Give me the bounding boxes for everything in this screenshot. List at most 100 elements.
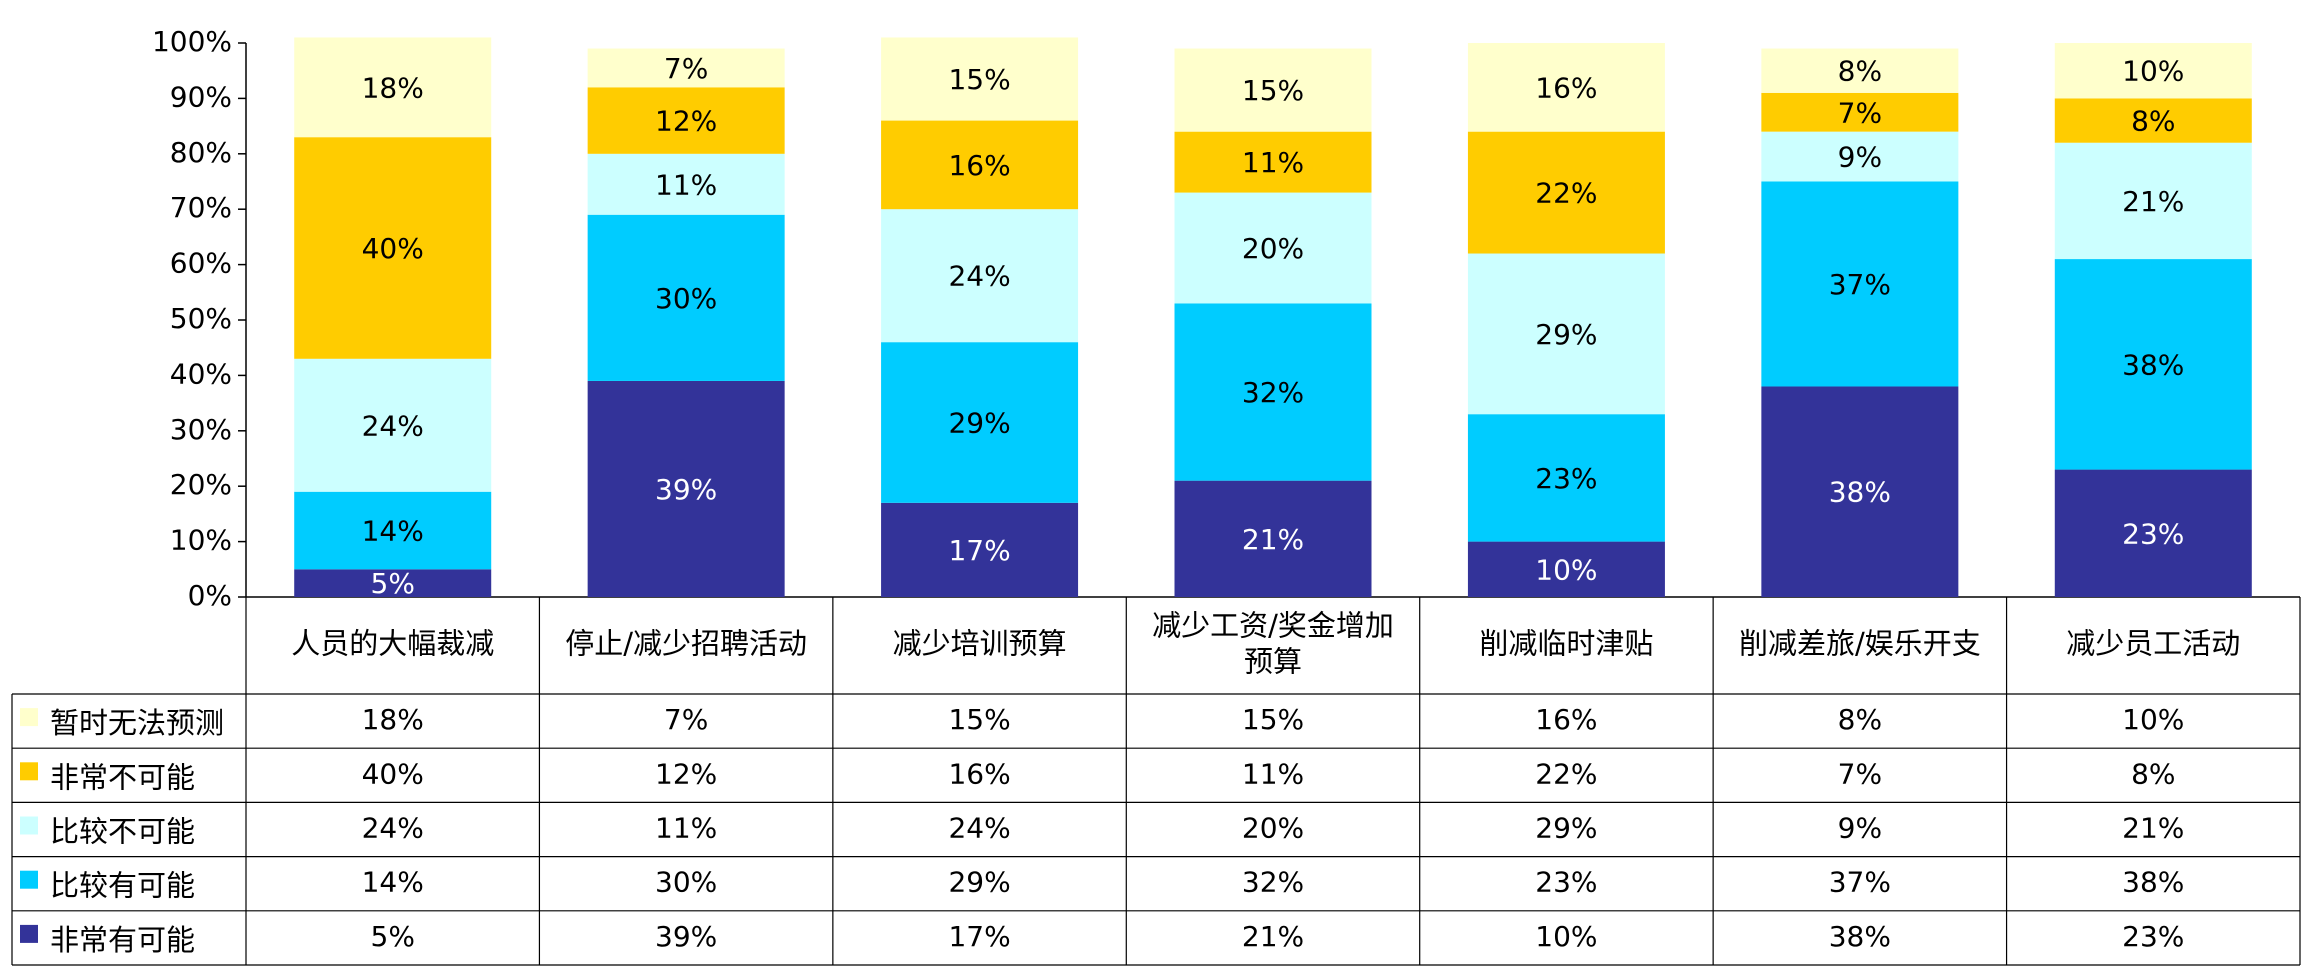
bar-segment <box>1761 48 1959 93</box>
bar-segment <box>1761 386 1959 597</box>
bar-data-label: 8% <box>1838 55 1882 88</box>
table-cell-value: 5% <box>371 920 415 953</box>
y-tick-label: 70% <box>170 191 232 224</box>
table-cell-value: 16% <box>1535 703 1597 736</box>
table-cell-value: 15% <box>1242 703 1304 736</box>
category-label: 削减临时津贴 <box>1479 627 1653 661</box>
table-cell-value: 20% <box>1242 812 1304 845</box>
table-cell-value: 16% <box>948 757 1010 790</box>
bar-segment <box>2054 469 2252 597</box>
bar-segment <box>881 37 1079 121</box>
table-cell-value: 23% <box>2122 920 2184 953</box>
bar-data-label: 22% <box>1535 177 1597 210</box>
bar-data-label: 5% <box>371 567 415 600</box>
bar-data-label: 7% <box>664 52 708 85</box>
table-cell-value: 10% <box>2122 703 2184 736</box>
bar-data-label: 15% <box>948 63 1010 96</box>
bar-segment <box>1174 192 1372 304</box>
bar-segment <box>294 358 492 492</box>
y-tick-label: 30% <box>170 413 232 446</box>
legend-label: 暂时无法预测 <box>50 706 224 740</box>
table-cell-value: 11% <box>1242 757 1304 790</box>
table-cell-value: 24% <box>362 812 424 845</box>
bar-segment <box>1761 92 1959 132</box>
table-cell-value: 23% <box>1535 866 1597 899</box>
bar-data-label: 7% <box>1838 96 1882 129</box>
bar-data-label: 40% <box>362 232 424 265</box>
bar-segment <box>1761 131 1959 182</box>
table-cell-value: 37% <box>1829 866 1891 899</box>
bar-segment <box>1174 480 1372 597</box>
legend-swatch <box>20 708 38 727</box>
bar-segment <box>587 214 785 381</box>
bar-data-label: 11% <box>1242 146 1304 179</box>
table-cell-value: 11% <box>655 812 717 845</box>
bar-data-label: 24% <box>362 409 424 442</box>
bar-segments <box>294 37 2252 597</box>
table-cell-value: 39% <box>655 920 717 953</box>
bar-segment <box>1174 303 1372 481</box>
bar-segment <box>881 502 1079 597</box>
table-cell-value: 21% <box>1242 920 1304 953</box>
legend-swatch <box>20 870 38 889</box>
legend-label: 比较不可能 <box>50 815 195 849</box>
y-tick-label: 40% <box>170 357 232 390</box>
bar-data-label: 9% <box>1838 141 1882 174</box>
table-cell-value: 22% <box>1535 757 1597 790</box>
table-cell-value: 9% <box>1838 812 1882 845</box>
bar-data-label: 29% <box>948 406 1010 439</box>
category-label: 人员的大幅裁减 <box>291 627 494 661</box>
bar-data-label: 37% <box>1829 268 1891 301</box>
bar-data-label: 38% <box>2122 348 2184 381</box>
bar-segment <box>294 37 492 138</box>
y-tick-label: 50% <box>170 302 232 335</box>
bar-data-label: 24% <box>948 260 1010 293</box>
table-cell-value: 7% <box>1838 757 1882 790</box>
legend-label: 比较有可能 <box>50 869 195 903</box>
bar-segment <box>881 342 1079 503</box>
bar-data-label: 10% <box>2122 55 2184 88</box>
chart-text-labels: 0% 10% 20% 30% 40% 50% 60% 70% 80% 90% 100% 5% 14% 24… <box>50 25 2240 957</box>
bar-segment <box>587 87 785 154</box>
bar-segment <box>881 120 1079 210</box>
bar-data-label: 18% <box>362 71 424 104</box>
bar-segment <box>881 209 1079 343</box>
bar-data-label: 23% <box>1535 462 1597 495</box>
bar-data-label: 21% <box>1242 523 1304 556</box>
table-cell-value: 10% <box>1535 920 1597 953</box>
bar-segment <box>294 491 492 570</box>
category-label: 削减差旅/娱乐开支 <box>1739 627 1981 661</box>
category-label: 减少员工活动 <box>2066 627 2240 661</box>
bar-data-label: 29% <box>1535 318 1597 351</box>
bar-data-label: 32% <box>1242 376 1304 409</box>
y-tick-label: 0% <box>188 579 232 612</box>
bar-segment <box>294 569 492 597</box>
y-tick-label: 90% <box>170 80 232 113</box>
category-label: 减少培训预算 <box>893 627 1067 661</box>
y-tick-label: 60% <box>170 247 232 280</box>
bar-data-label: 10% <box>1535 553 1597 586</box>
table-cell-value: 21% <box>2122 812 2184 845</box>
legend-swatch <box>20 816 38 835</box>
bar-segment <box>1467 43 1665 132</box>
y-tick-label: 80% <box>170 136 232 169</box>
table-cell-value: 12% <box>655 757 717 790</box>
category-label: 停止/减少招聘活动 <box>565 627 807 661</box>
bar-segment <box>294 137 492 359</box>
bar-data-label: 21% <box>2122 185 2184 218</box>
bar-segment <box>1467 414 1665 542</box>
table-cell-value: 8% <box>2131 757 2175 790</box>
bar-segment <box>587 153 785 215</box>
table-cell-value: 14% <box>362 866 424 899</box>
bar-data-label: 8% <box>2131 105 2175 138</box>
bar-data-label: 39% <box>655 473 717 506</box>
bar-data-label: 16% <box>948 149 1010 182</box>
table-cell-value: 32% <box>1242 866 1304 899</box>
bar-segment <box>1467 541 1665 597</box>
y-tick-label: 100% <box>152 25 232 58</box>
bar-data-label: 23% <box>2122 517 2184 550</box>
bar-data-label: 14% <box>362 515 424 548</box>
table-cell-value: 40% <box>362 757 424 790</box>
table-cell-value: 18% <box>362 703 424 736</box>
